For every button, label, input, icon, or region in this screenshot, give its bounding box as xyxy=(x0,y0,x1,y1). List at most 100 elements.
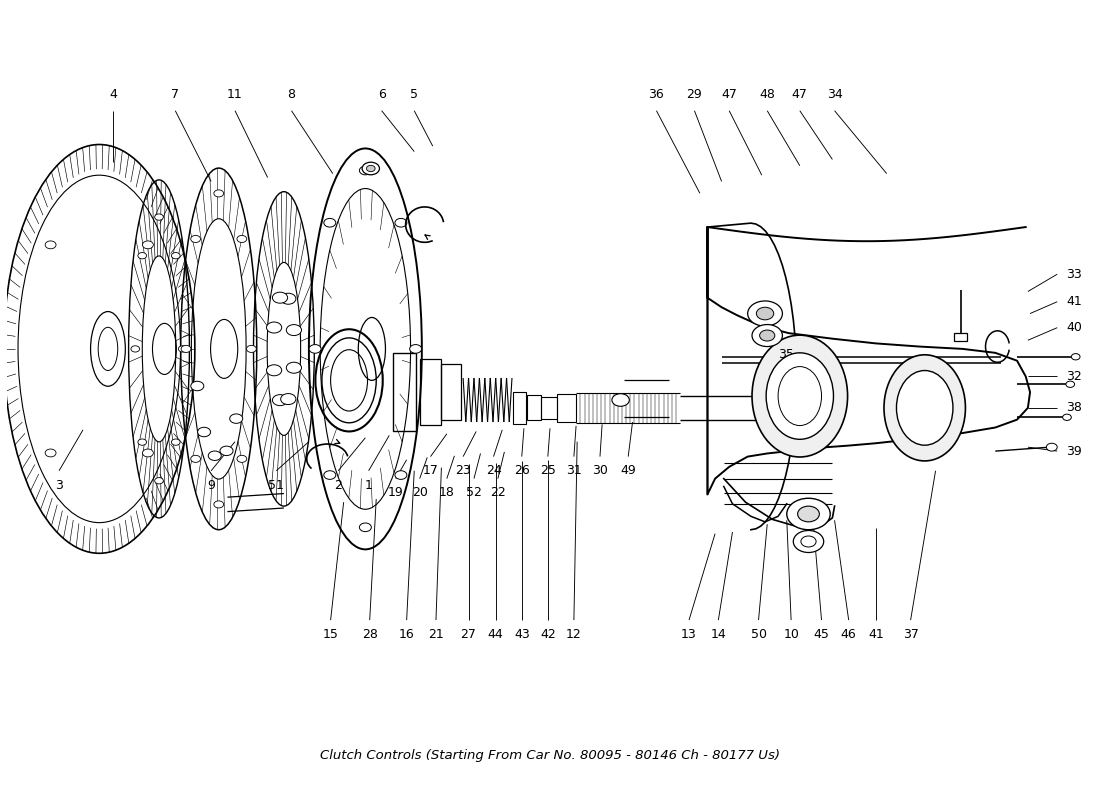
Circle shape xyxy=(155,214,163,220)
Circle shape xyxy=(280,394,296,405)
Text: 50: 50 xyxy=(750,628,767,641)
Ellipse shape xyxy=(884,354,966,461)
Text: 15: 15 xyxy=(322,628,339,641)
Text: 32: 32 xyxy=(1066,370,1081,383)
Text: 20: 20 xyxy=(411,486,428,499)
Circle shape xyxy=(360,523,372,532)
Text: 52: 52 xyxy=(466,486,482,499)
Text: 2: 2 xyxy=(334,478,342,492)
Circle shape xyxy=(280,294,296,304)
Circle shape xyxy=(360,166,372,175)
Text: 27: 27 xyxy=(461,628,476,641)
Circle shape xyxy=(748,301,782,326)
Text: 39: 39 xyxy=(1066,445,1081,458)
Bar xyxy=(513,392,526,423)
Bar xyxy=(954,333,967,341)
Circle shape xyxy=(266,365,282,376)
Text: 31: 31 xyxy=(566,465,582,478)
Text: 44: 44 xyxy=(487,628,504,641)
Text: 6: 6 xyxy=(377,88,386,102)
Text: 21: 21 xyxy=(428,628,443,641)
Circle shape xyxy=(45,241,56,249)
Circle shape xyxy=(323,218,336,227)
Circle shape xyxy=(760,330,774,341)
Text: 33: 33 xyxy=(1066,268,1081,281)
Text: 24: 24 xyxy=(485,465,502,478)
Text: 48: 48 xyxy=(759,88,775,102)
Circle shape xyxy=(220,446,233,455)
Text: 29: 29 xyxy=(686,88,702,102)
Circle shape xyxy=(143,241,153,249)
Circle shape xyxy=(208,451,221,461)
Text: 16: 16 xyxy=(399,628,415,641)
Text: 26: 26 xyxy=(514,465,529,478)
Circle shape xyxy=(1046,443,1057,451)
Circle shape xyxy=(395,470,407,479)
Text: 8: 8 xyxy=(287,88,296,102)
Text: 12: 12 xyxy=(566,628,582,641)
Circle shape xyxy=(286,325,301,335)
Circle shape xyxy=(182,346,191,353)
Circle shape xyxy=(757,307,773,320)
Bar xyxy=(527,395,541,421)
Text: 47: 47 xyxy=(792,88,807,102)
Text: 40: 40 xyxy=(1066,321,1081,334)
Circle shape xyxy=(1071,354,1080,360)
Circle shape xyxy=(143,449,153,457)
Ellipse shape xyxy=(752,335,848,457)
Text: 45: 45 xyxy=(814,628,829,641)
Circle shape xyxy=(190,235,200,242)
Circle shape xyxy=(131,346,140,352)
Ellipse shape xyxy=(766,353,834,439)
Circle shape xyxy=(246,346,256,353)
Circle shape xyxy=(213,501,223,508)
Circle shape xyxy=(786,498,830,530)
Circle shape xyxy=(801,536,816,547)
Circle shape xyxy=(273,292,287,303)
Circle shape xyxy=(309,345,321,354)
Circle shape xyxy=(190,455,200,462)
Text: 4: 4 xyxy=(109,88,118,102)
Text: 7: 7 xyxy=(172,88,179,102)
Circle shape xyxy=(612,394,629,406)
Circle shape xyxy=(1063,414,1071,421)
Circle shape xyxy=(366,166,375,172)
Text: 47: 47 xyxy=(722,88,737,102)
Bar xyxy=(441,364,461,421)
Text: 25: 25 xyxy=(540,465,556,478)
Text: 37: 37 xyxy=(903,628,918,641)
Text: 19: 19 xyxy=(388,486,404,499)
Bar xyxy=(393,353,417,431)
Circle shape xyxy=(230,414,243,423)
Circle shape xyxy=(172,253,180,259)
Circle shape xyxy=(236,455,246,462)
Text: 18: 18 xyxy=(439,486,454,499)
Circle shape xyxy=(286,362,301,374)
Text: 30: 30 xyxy=(592,465,608,478)
Circle shape xyxy=(395,218,407,227)
Text: 10: 10 xyxy=(783,628,799,641)
Circle shape xyxy=(138,439,146,446)
Text: 3: 3 xyxy=(55,478,63,492)
Text: 42: 42 xyxy=(540,628,556,641)
Circle shape xyxy=(266,322,282,333)
Circle shape xyxy=(138,253,146,259)
Text: 49: 49 xyxy=(620,465,636,478)
Circle shape xyxy=(1066,381,1075,387)
Text: 46: 46 xyxy=(840,628,857,641)
Text: 28: 28 xyxy=(362,628,377,641)
Bar xyxy=(420,359,441,425)
Text: 23: 23 xyxy=(455,465,471,478)
Text: 34: 34 xyxy=(827,88,843,102)
Text: 51: 51 xyxy=(268,478,284,492)
Circle shape xyxy=(362,162,380,174)
Text: 17: 17 xyxy=(422,465,439,478)
Circle shape xyxy=(172,439,180,446)
Bar xyxy=(557,394,576,422)
Text: 13: 13 xyxy=(681,628,697,641)
Text: 1: 1 xyxy=(365,478,373,492)
Circle shape xyxy=(178,346,187,352)
Text: 5: 5 xyxy=(410,88,418,102)
Text: 22: 22 xyxy=(490,486,506,499)
Circle shape xyxy=(45,449,56,457)
